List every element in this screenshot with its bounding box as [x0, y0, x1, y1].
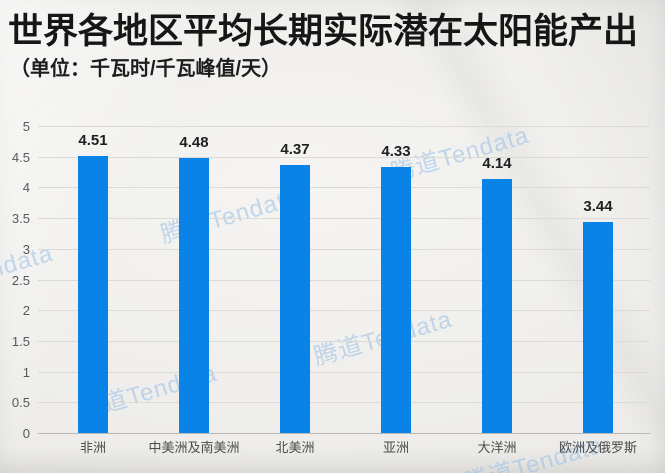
page-title: 世界各地区平均长期实际潜在太阳能产出 — [8, 12, 639, 51]
category-label-中美洲及南美洲: 中美洲及南美洲 — [148, 440, 240, 455]
value-label-北美洲: 4.37 — [280, 140, 310, 158]
y-axis-tick-1.5: 1.5 — [11, 333, 30, 349]
unit-subtitle: （单位：千瓦时/千瓦峰值/天） — [10, 58, 282, 80]
y-axis-tick-5: 5 — [22, 119, 30, 134]
y-axis-tick-0.5: 0.5 — [11, 395, 30, 411]
gridline-0 — [38, 433, 650, 434]
chart-header: 世界各地区平均长期实际潜在太阳能产出 （单位：千瓦时/千瓦峰值/天） — [8, 10, 638, 82]
bar-亚洲 — [381, 167, 411, 433]
gridline-2 — [38, 310, 650, 312]
gridline-3.5 — [38, 218, 650, 220]
bar-北美洲 — [280, 164, 310, 433]
bar-欧洲及俄罗斯 — [583, 221, 613, 433]
category-label-非洲: 非洲 — [79, 440, 106, 455]
gridline-4.5 — [38, 156, 650, 158]
category-label-大洋洲: 大洋洲 — [477, 440, 517, 455]
bar-中美洲及南美洲 — [179, 157, 209, 433]
value-label-中美洲及南美洲: 4.48 — [179, 133, 209, 151]
category-label-欧洲及俄罗斯: 欧洲及俄罗斯 — [558, 440, 637, 455]
bar-大洋洲 — [482, 178, 512, 433]
gridline-5 — [38, 126, 650, 127]
gridline-0.5 — [38, 402, 650, 404]
gridline-1 — [38, 371, 650, 373]
value-label-亚洲: 4.33 — [381, 143, 411, 161]
y-axis-tick-0: 0 — [22, 426, 30, 441]
gridline-4 — [38, 187, 650, 189]
y-axis-tick-3.5: 3.5 — [11, 211, 30, 227]
y-axis-tick-4.5: 4.5 — [11, 149, 30, 165]
bar-非洲 — [78, 156, 108, 433]
y-axis-tick-4: 4 — [22, 180, 30, 196]
y-axis-tick-1: 1 — [22, 364, 30, 380]
value-label-非洲: 4.51 — [78, 132, 108, 150]
y-axis-tick-3: 3 — [22, 241, 30, 257]
category-label-亚洲: 亚洲 — [382, 440, 409, 455]
gridline-2.5 — [38, 279, 650, 281]
gridline-3 — [38, 248, 650, 250]
value-label-大洋洲: 4.14 — [482, 154, 512, 172]
y-axis-tick-2: 2 — [22, 303, 30, 319]
y-axis-tick-2.5: 2.5 — [11, 272, 30, 288]
value-label-欧洲及俄罗斯: 3.44 — [583, 197, 613, 215]
category-label-北美洲: 北美洲 — [275, 440, 315, 455]
gridline-1.5 — [38, 340, 650, 342]
